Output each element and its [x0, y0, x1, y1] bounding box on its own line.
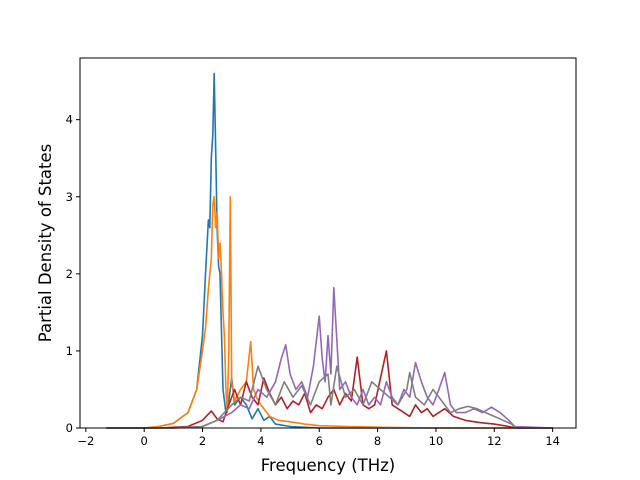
x-tick-label: 2: [199, 434, 206, 448]
x-tick-label: 4: [257, 434, 264, 448]
pdos-series-4: [106, 286, 553, 429]
pdos-series-5: [106, 365, 553, 429]
x-tick-label: 0: [141, 434, 148, 448]
x-tick-label: 8: [374, 434, 381, 448]
pdos-series-2: [106, 196, 553, 429]
y-tick-label: 3: [66, 190, 73, 204]
y-axis-label: Partial Density of States: [36, 144, 55, 343]
x-axis-ticks: −2 0 2 4 6 8 10 12 14: [77, 428, 560, 448]
series-layer: [106, 72, 553, 429]
y-tick-label: 2: [66, 267, 73, 281]
y-axis-ticks: 0 1 2 3 4: [66, 113, 80, 435]
x-axis-label: Frequency (THz): [261, 456, 396, 475]
plot-frame: [79, 57, 577, 429]
y-tick-label: 4: [66, 113, 73, 127]
x-tick-label: 12: [487, 434, 502, 448]
x-tick-label: 6: [316, 434, 323, 448]
x-tick-label: −2: [77, 434, 94, 448]
pdos-series-1: [106, 72, 553, 429]
x-tick-label: 14: [545, 434, 560, 448]
y-tick-label: 1: [66, 344, 73, 358]
pdos-series-3: [106, 350, 553, 429]
x-tick-label: 10: [429, 434, 444, 448]
y-tick-label: 0: [66, 421, 73, 435]
